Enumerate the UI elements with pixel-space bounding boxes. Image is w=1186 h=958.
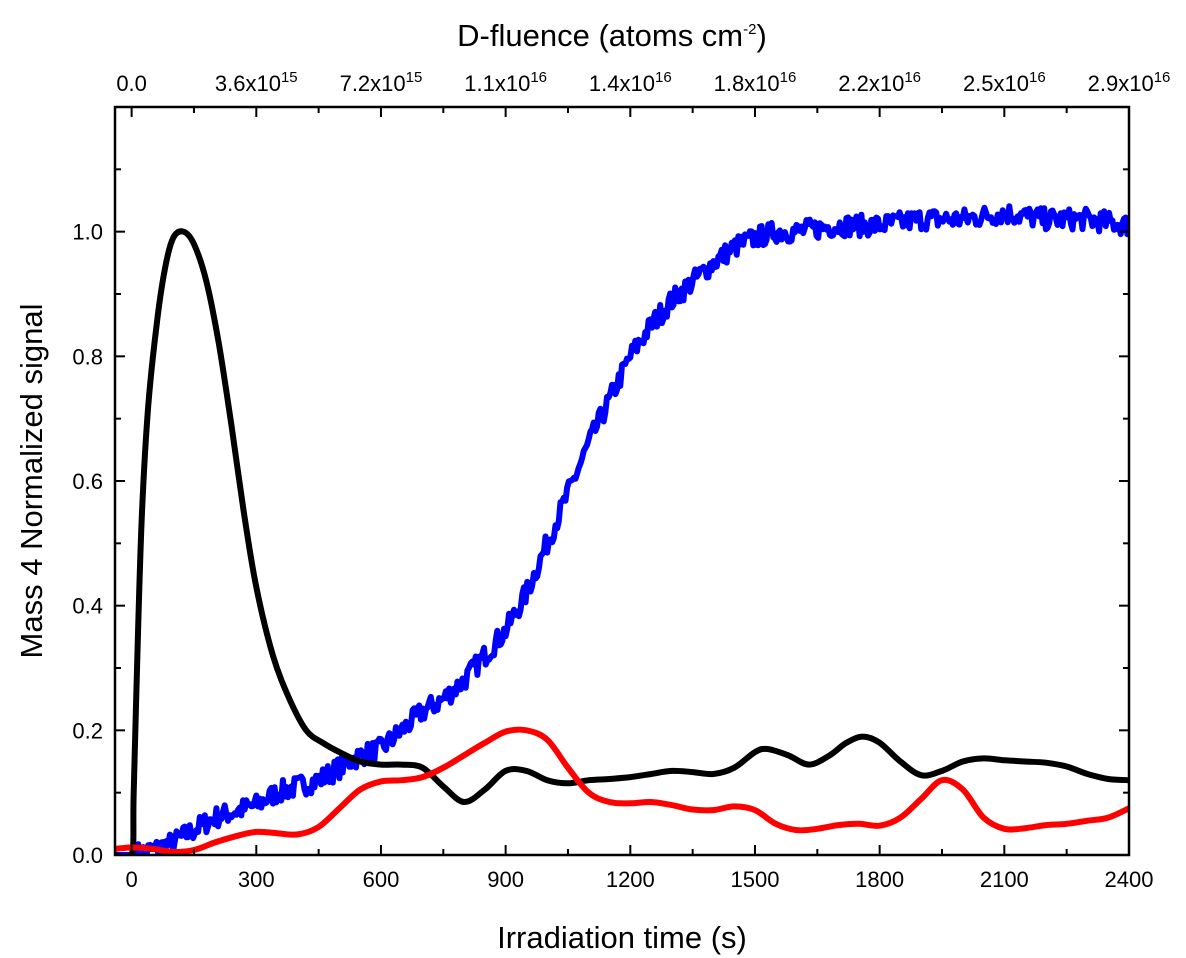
top-tick-label: 7.2x1015	[340, 69, 423, 96]
x-axis-title: Irradiation time (s)	[497, 920, 747, 955]
top-tick-label: 2.9x1016	[1088, 69, 1171, 96]
ticks-layer	[115, 106, 1130, 856]
y-tick-label: 0.8	[72, 344, 103, 369]
x-tick-label: 0	[125, 867, 137, 892]
series-layer	[115, 203, 1129, 855]
x-tick-label: 1500	[731, 867, 780, 892]
top-tick-label: 0.0	[116, 71, 147, 96]
y-tick-label: 1.0	[72, 220, 103, 245]
top-tick-label: 1.1x1016	[464, 69, 547, 96]
x-tick-label: 1200	[606, 867, 655, 892]
x-tick-label: 300	[238, 867, 275, 892]
x-tick-label: 900	[487, 867, 524, 892]
top-tick-label: 1.8x1016	[714, 69, 797, 96]
x-tick-label: 2400	[1105, 867, 1154, 892]
y-tick-label: 0.6	[72, 469, 103, 494]
series-line-0	[115, 203, 1129, 855]
top-axis-title-close: )	[756, 18, 766, 53]
top-tick-label: 2.5x1016	[963, 69, 1046, 96]
series-line-1	[115, 228, 1129, 855]
x-tick-label: 600	[363, 867, 400, 892]
x-tick-label: 1800	[855, 867, 904, 892]
top-axis-title-base: D-fluence (atoms cm	[457, 18, 743, 53]
top-tick-label: 3.6x1015	[215, 69, 298, 96]
top-tick-label: 1.4x1016	[589, 69, 672, 96]
y-tick-label: 0.0	[72, 843, 103, 868]
top-axis-title-sup: -2	[743, 21, 756, 38]
labels-layer: 0 300 600 900 1200 1500 1800 2100 2400 0.0 0.2 0.4 0…	[72, 69, 1170, 892]
top-tick-label: 2.2x1016	[838, 69, 921, 96]
series-line-2	[115, 726, 1129, 855]
y-tick-label: 0.2	[72, 718, 103, 743]
y-axis-title: Mass 4 Normalized signal	[14, 304, 49, 659]
y-tick-label: 0.4	[72, 594, 103, 619]
top-axis-title: D-fluence (atoms cm-2)	[457, 18, 767, 53]
x-tick-label: 2100	[980, 867, 1029, 892]
